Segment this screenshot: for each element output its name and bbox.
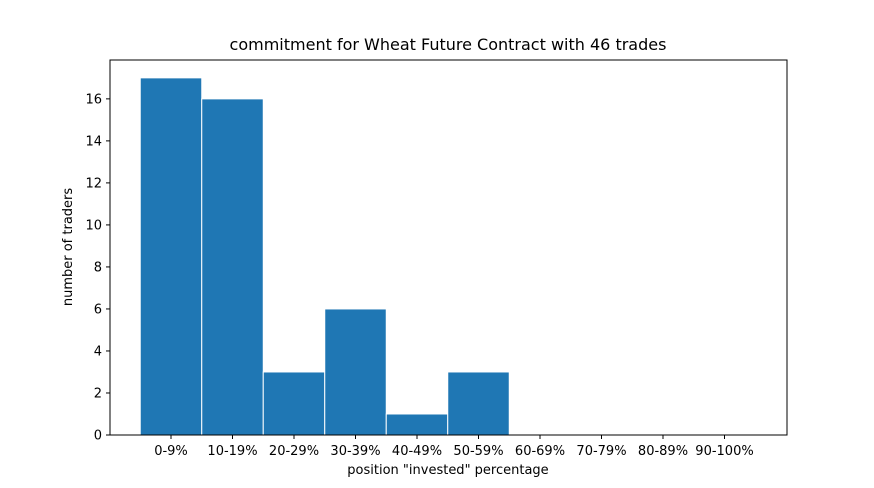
- x-tick-label-3: 30-39%: [330, 444, 380, 459]
- x-tick-label-5: 50-59%: [453, 444, 503, 459]
- chart-title: commitment for Wheat Future Contract wit…: [230, 35, 667, 54]
- y-axis-label: number of traders: [61, 188, 76, 307]
- x-axis-label: position "invested" percentage: [347, 463, 548, 478]
- bar-2: [262, 371, 326, 436]
- bar-4: [385, 413, 449, 436]
- x-tick-label-4: 40-49%: [392, 444, 442, 459]
- y-tick-label-0: 0: [94, 429, 102, 444]
- y-tick-label-1: 2: [94, 386, 102, 401]
- bar-0: [139, 77, 203, 436]
- x-tick-label-1: 10-19%: [207, 444, 257, 459]
- bar-1: [201, 98, 264, 436]
- y-axis: 0 2 4 6 8 10 12 14 16: [85, 92, 110, 444]
- y-tick-label-6: 12: [85, 176, 102, 191]
- y-tick-label-5: 10: [85, 218, 102, 233]
- x-tick-label-2: 20-29%: [269, 444, 319, 459]
- bar-5: [447, 371, 510, 436]
- x-axis: 0-9% 10-19% 20-29% 30-39% 40-49% 50-59% 60-69%…: [154, 435, 754, 459]
- x-tick-label-6: 60-69%: [515, 444, 565, 459]
- y-tick-label-7: 14: [85, 134, 102, 149]
- y-tick-label-2: 4: [94, 344, 102, 359]
- x-tick-label-8: 80-89%: [638, 444, 688, 459]
- plot-frame: [109, 59, 788, 436]
- x-tick-label-9: 90-100%: [695, 444, 753, 459]
- bar-3: [324, 308, 387, 436]
- y-tick-label-8: 16: [85, 92, 102, 107]
- y-tick-label-4: 8: [94, 260, 102, 275]
- x-tick-label-0: 0-9%: [154, 444, 188, 459]
- bars-group: [139, 77, 510, 436]
- y-tick-label-3: 6: [94, 302, 102, 317]
- x-tick-label-7: 70-79%: [576, 444, 626, 459]
